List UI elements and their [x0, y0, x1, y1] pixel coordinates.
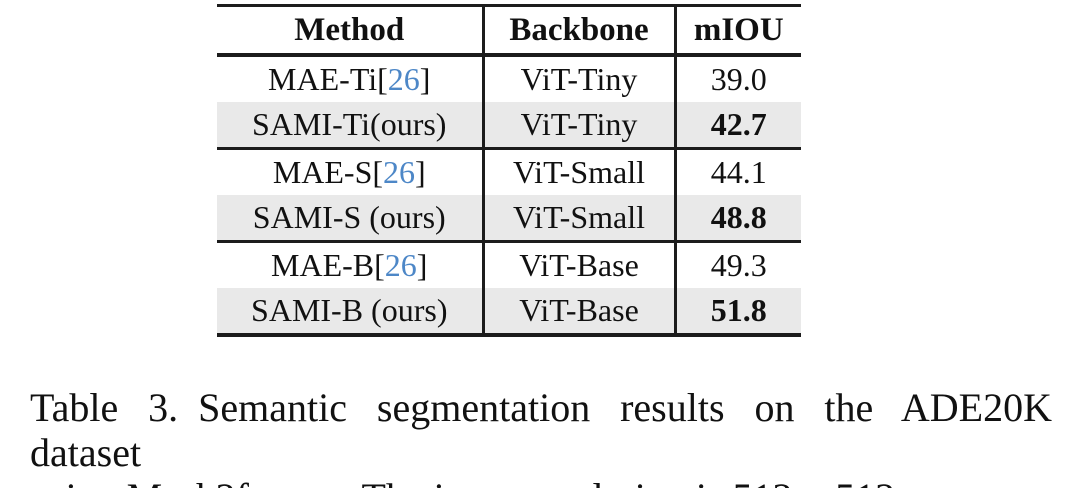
results-table: Method Backbone mIOU MAE-Ti[26] ViT-Tiny 3… [217, 4, 801, 337]
table-caption: Table 3. Semantic segmentation results o… [30, 385, 1052, 488]
caption-line-2: using Mask2former. The input resolution … [30, 475, 1052, 488]
method-cell: MAE-S[26] [272, 154, 426, 190]
header-miou: mIOU [673, 4, 801, 57]
table-row: MAE-S[26] ViT-Small 44.1 [217, 148, 801, 195]
backbone-cell: ViT-Small [481, 195, 675, 243]
table-header: Method Backbone mIOU [217, 4, 801, 57]
backbone-cell: ViT-Tiny [481, 102, 675, 150]
miou-cell: 44.1 [673, 148, 801, 195]
header-backbone: Backbone [481, 4, 675, 57]
miou-cell: 42.7 [673, 102, 801, 150]
backbone-cell: ViT-Small [481, 148, 675, 195]
citation-link[interactable]: 26 [383, 154, 416, 190]
table-row: SAMI-S (ours) ViT-Small 48.8 [217, 195, 801, 243]
citation-link[interactable]: 26 [384, 247, 417, 283]
method-cell: SAMI-B (ours) [217, 288, 483, 337]
method-cell: SAMI-S (ours) [217, 195, 483, 243]
table-row: SAMI-Ti(ours) ViT-Tiny 42.7 [217, 102, 801, 150]
table-row: MAE-Ti[26] ViT-Tiny 39.0 [217, 55, 801, 102]
method-cell: MAE-B[26] [271, 247, 428, 283]
backbone-cell: ViT-Tiny [481, 55, 675, 102]
header-method: Method [217, 4, 483, 57]
table-body: MAE-Ti[26] ViT-Tiny 39.0 SAMI-Ti(ours) ViT-T… [217, 55, 801, 337]
miou-cell: 48.8 [673, 195, 801, 243]
miou-cell: 39.0 [673, 55, 801, 102]
method-cell: SAMI-Ti(ours) [217, 102, 483, 150]
header-row: Method Backbone mIOU [217, 4, 801, 57]
caption-line-1: Table 3. Semantic segmentation results o… [30, 385, 1052, 475]
backbone-cell: ViT-Base [481, 241, 675, 288]
method-cell: MAE-Ti[26] [268, 61, 431, 97]
table-row: SAMI-B (ours) ViT-Base 51.8 [217, 288, 801, 337]
miou-cell: 51.8 [673, 288, 801, 337]
table-row: MAE-B[26] ViT-Base 49.3 [217, 241, 801, 288]
backbone-cell: ViT-Base [481, 288, 675, 337]
miou-cell: 49.3 [673, 241, 801, 288]
citation-link[interactable]: 26 [387, 61, 420, 97]
